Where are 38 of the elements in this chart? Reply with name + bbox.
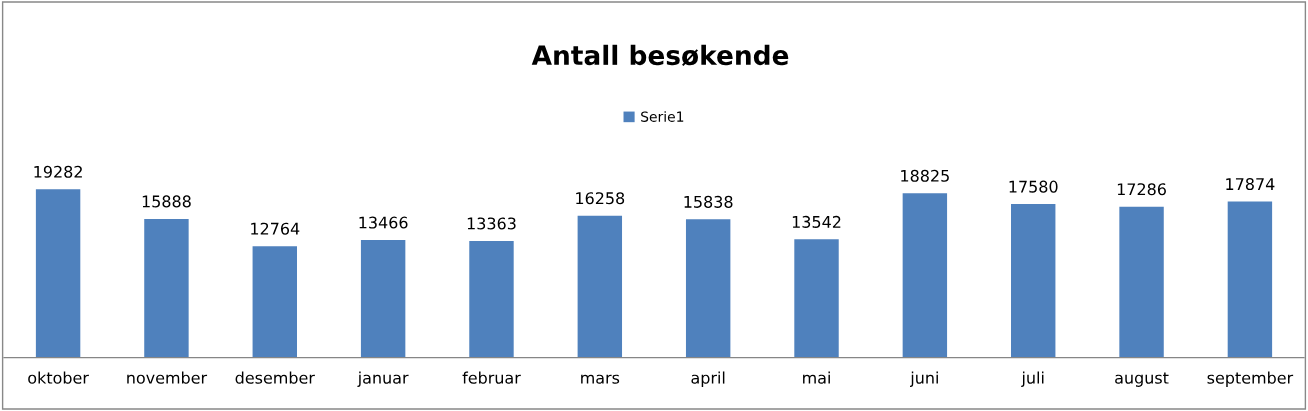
x-tick-label: november — [127, 371, 208, 384]
bar — [902, 193, 948, 358]
x-tick-label: april — [691, 371, 725, 387]
data-label: 17286 — [1117, 183, 1166, 196]
data-label: 15888 — [142, 195, 191, 208]
x-tick-label: oktober — [28, 371, 89, 384]
legend-label: Serie1 — [641, 111, 684, 122]
data-label: 13363 — [467, 217, 516, 230]
x-tick-label: juni — [910, 371, 938, 387]
bar — [685, 219, 731, 358]
data-label: 13542 — [792, 215, 841, 228]
x-tick-label: februar — [462, 371, 521, 384]
bar — [469, 240, 514, 358]
bar — [794, 239, 839, 358]
x-tick-label: januar — [357, 371, 409, 387]
bar — [35, 189, 81, 358]
bar — [144, 218, 189, 358]
chart-title: Antall besøkende — [531, 44, 789, 67]
bar — [360, 240, 406, 358]
x-tick-label: mars — [581, 374, 620, 384]
x-tick-label: september — [1207, 371, 1294, 387]
bar — [577, 215, 623, 358]
data-label: 15838 — [684, 195, 733, 208]
x-tick-label: august — [1115, 372, 1169, 387]
data-label: 19282 — [34, 165, 82, 178]
data-label: 17874 — [1226, 178, 1275, 191]
bar — [1227, 201, 1273, 358]
x-tick-label: juli — [1021, 371, 1044, 387]
data-label: 16258 — [576, 192, 625, 205]
data-label: 17580 — [1009, 180, 1058, 193]
bar — [252, 246, 297, 358]
data-label: 18825 — [901, 169, 949, 182]
x-tick-label: mai — [803, 371, 830, 384]
bar — [1011, 204, 1056, 358]
bar — [1119, 206, 1164, 358]
x-tick-label: desember — [235, 371, 315, 384]
data-label: 12764 — [251, 222, 300, 235]
data-label: 13466 — [359, 216, 408, 229]
